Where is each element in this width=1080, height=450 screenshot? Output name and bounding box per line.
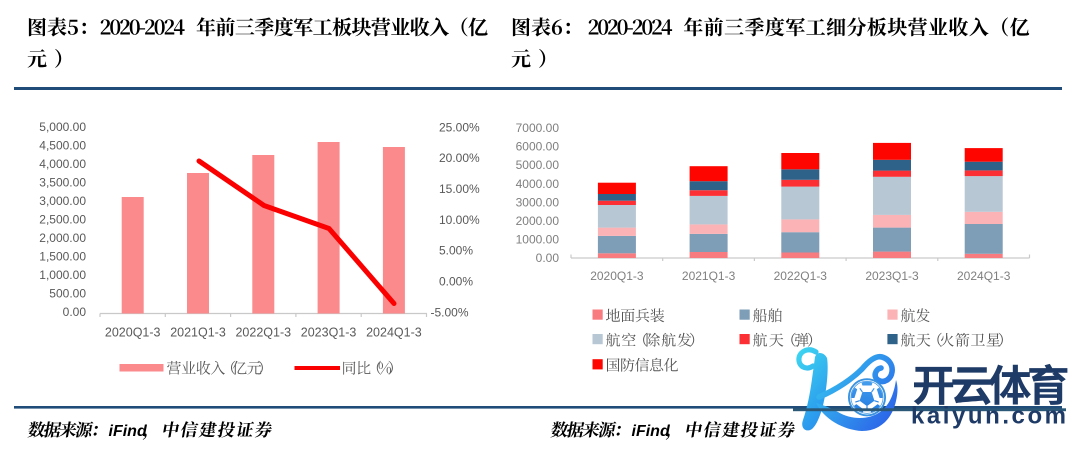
svg-text:5,000.00: 5,000.00 (39, 120, 86, 134)
svg-text:1000.00: 1000.00 (516, 233, 560, 247)
svg-text:7000.00: 7000.00 (516, 121, 560, 135)
svg-text:2020Q1-3: 2020Q1-3 (105, 326, 161, 340)
svg-text:1,500.00: 1,500.00 (39, 250, 86, 264)
svg-text:kaiyun.com: kaiyun.com (911, 403, 1068, 430)
svg-text:2022Q1-3: 2022Q1-3 (774, 269, 828, 283)
svg-text:4,000.00: 4,000.00 (39, 157, 86, 171)
svg-text:iFind: iFind (109, 423, 148, 440)
svg-text:0.00: 0.00 (63, 305, 87, 319)
svg-text:2024Q1-3: 2024Q1-3 (957, 269, 1011, 283)
svg-text:20.00%: 20.00% (439, 151, 480, 165)
svg-text:2000.00: 2000.00 (516, 214, 560, 228)
svg-text:0.00%: 0.00% (439, 275, 473, 289)
svg-text:-5.00%: -5.00% (431, 305, 469, 319)
svg-text:4000.00: 4000.00 (516, 177, 560, 191)
svg-text:2023Q1-3: 2023Q1-3 (301, 326, 357, 340)
svg-text:500.00: 500.00 (49, 287, 86, 301)
svg-text:1,000.00: 1,000.00 (39, 268, 86, 282)
svg-text:3000.00: 3000.00 (516, 195, 560, 209)
svg-text:0.00: 0.00 (536, 251, 560, 265)
svg-text:2021Q1-3: 2021Q1-3 (170, 326, 226, 340)
svg-text:2,500.00: 2,500.00 (39, 213, 86, 227)
svg-text:5000.00: 5000.00 (516, 158, 560, 172)
svg-text:iFind: iFind (632, 423, 671, 440)
svg-text:25.00%: 25.00% (439, 120, 480, 134)
svg-text:2023Q1-3: 2023Q1-3 (865, 269, 919, 283)
svg-text:2021Q1-3: 2021Q1-3 (682, 269, 736, 283)
svg-text:2,000.00: 2,000.00 (39, 231, 86, 245)
svg-text:2024Q1-3: 2024Q1-3 (366, 326, 422, 340)
svg-text:4,500.00: 4,500.00 (39, 139, 86, 153)
svg-text:15.00%: 15.00% (439, 182, 480, 196)
svg-text:3,500.00: 3,500.00 (39, 176, 86, 190)
svg-text:5.00%: 5.00% (439, 244, 473, 258)
svg-text:2022Q1-3: 2022Q1-3 (235, 326, 291, 340)
svg-text:3,000.00: 3,000.00 (39, 194, 86, 208)
svg-text:6000.00: 6000.00 (516, 140, 560, 154)
svg-text:10.00%: 10.00% (439, 213, 480, 227)
svg-text:2020Q1-3: 2020Q1-3 (590, 269, 644, 283)
